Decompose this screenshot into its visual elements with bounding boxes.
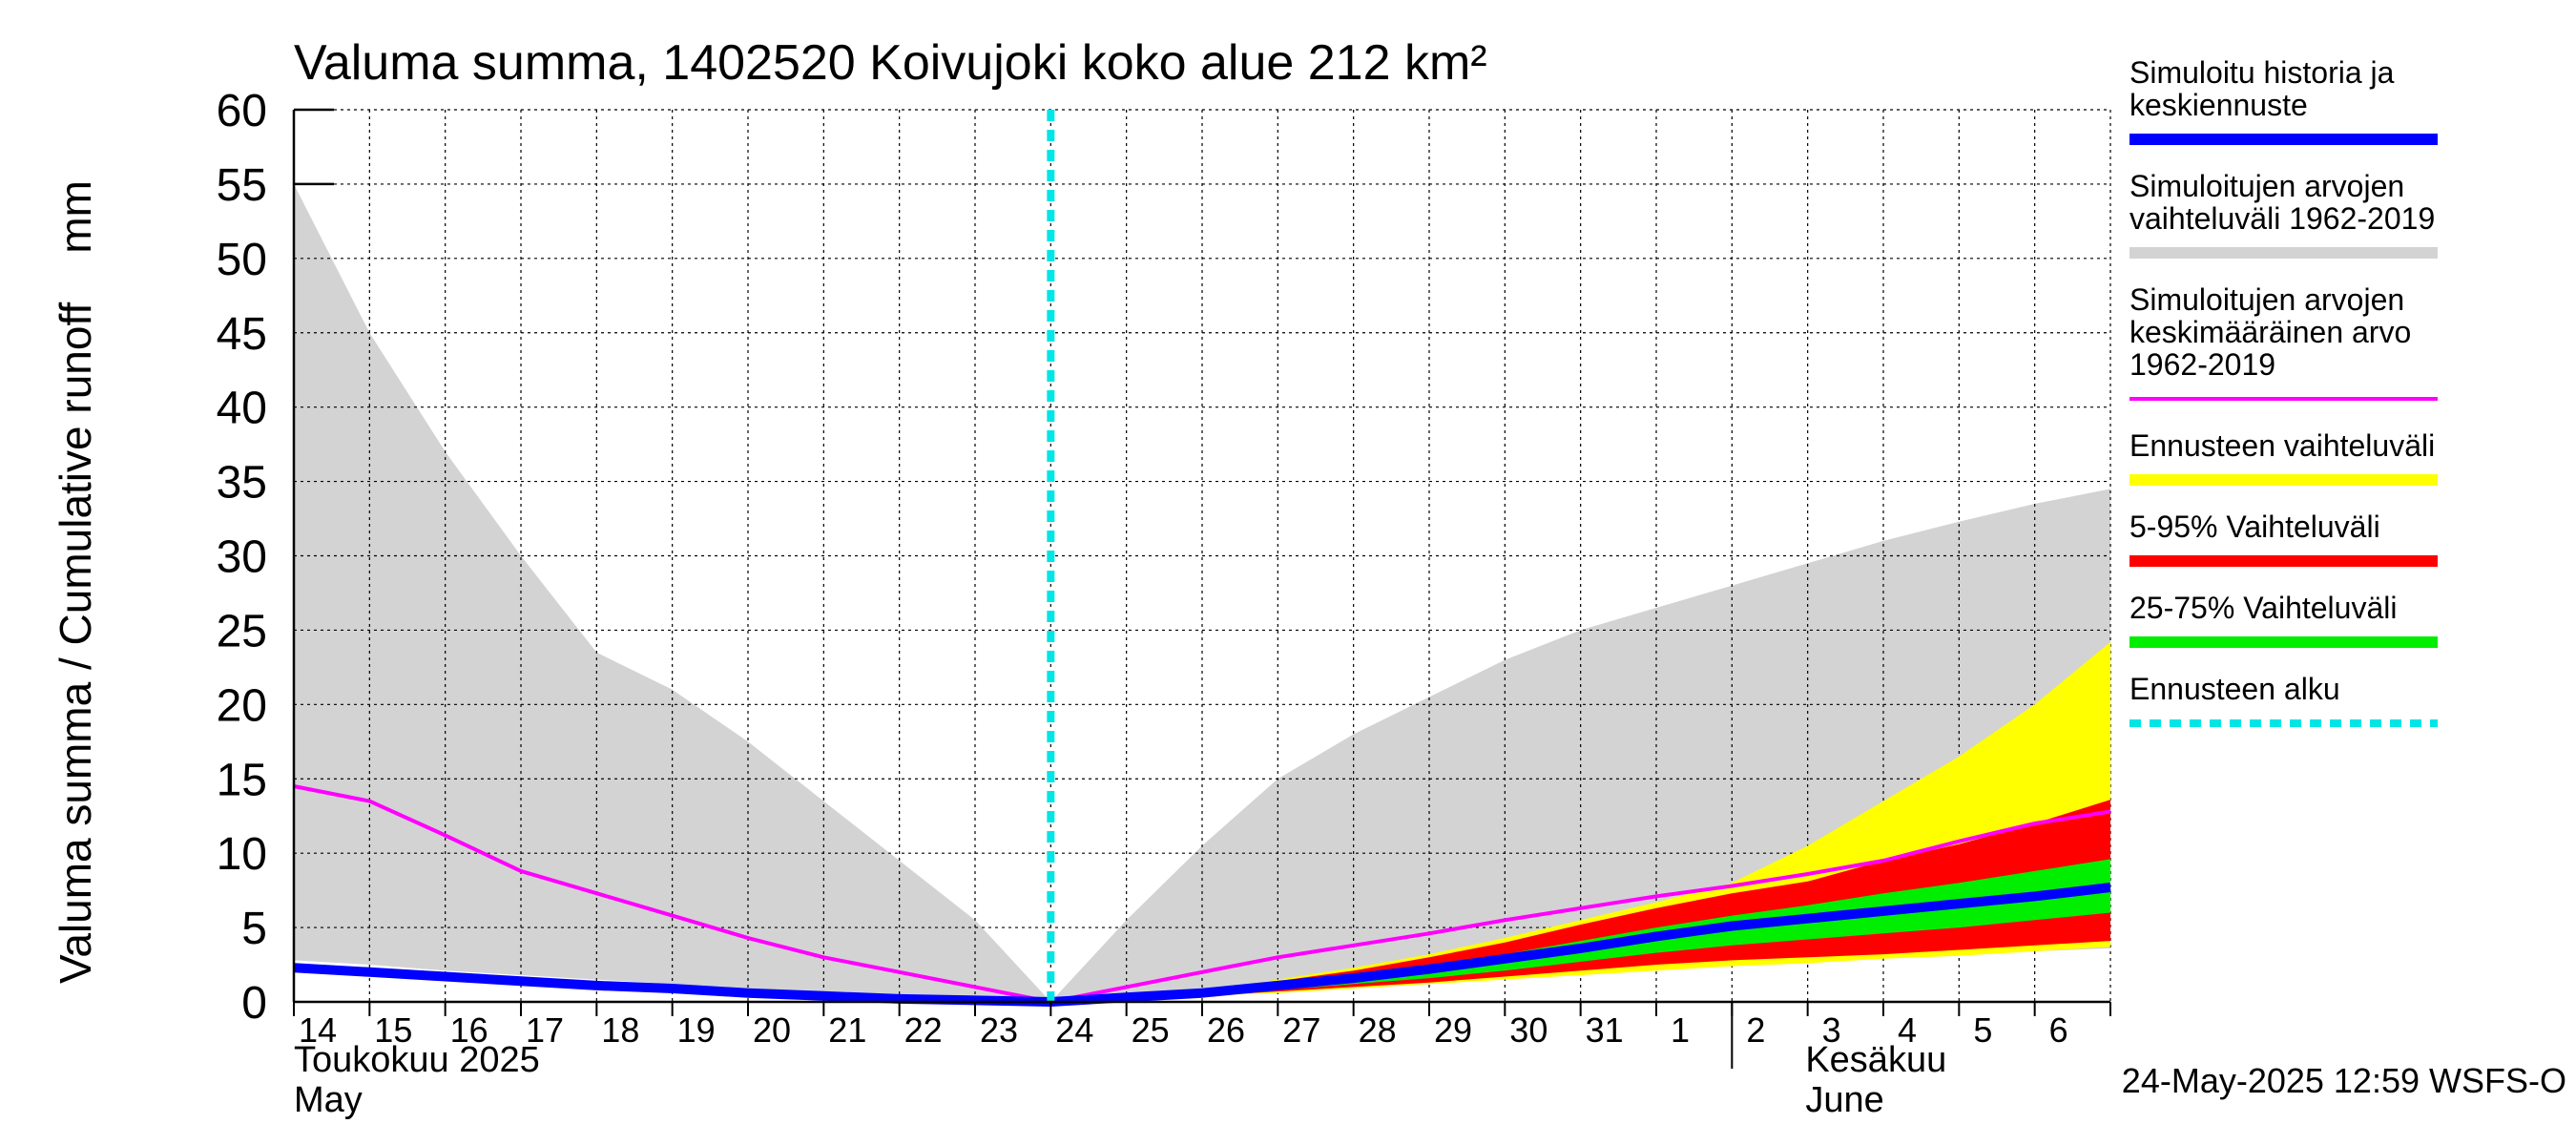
x-tick-label: 18 <box>601 1010 639 1050</box>
legend-label: 5-95% Vaihteluväli <box>2129 510 2380 544</box>
x-tick-label: 6 <box>2049 1010 2068 1050</box>
x-tick-label: 14 <box>299 1010 337 1050</box>
x-tick-label: 16 <box>450 1010 488 1050</box>
legend-item: 25-75% Vaihteluväli <box>2129 591 2438 648</box>
legend-label: Ennusteen vaihteluväli <box>2129 428 2435 463</box>
legend-item: Ennusteen alku <box>2129 672 2438 727</box>
month-label-en: May <box>294 1080 363 1120</box>
x-tick-label: 27 <box>1282 1010 1320 1050</box>
x-tick-label: 15 <box>374 1010 412 1050</box>
legend: Simuloitu historia jakeskiennusteSimuloi… <box>2129 55 2438 727</box>
legend-item: 5-95% Vaihteluväli <box>2129 510 2438 567</box>
y-axis-label: Valuma summa / Cumulative runoff mm <box>51 180 100 984</box>
x-tick-label: 1 <box>1671 1010 1690 1050</box>
x-tick-label: 29 <box>1434 1010 1472 1050</box>
x-tick-label: 28 <box>1359 1010 1397 1050</box>
y-tick-label: 20 <box>217 680 267 731</box>
x-tick-label: 23 <box>980 1010 1018 1050</box>
p5-p95-band <box>1050 800 2110 1002</box>
y-tick-label: 35 <box>217 458 267 509</box>
x-tick-label: 17 <box>526 1010 564 1050</box>
x-tick-label: 5 <box>1973 1010 1992 1050</box>
x-tick-label: 21 <box>828 1010 866 1050</box>
x-tick-label: 30 <box>1509 1010 1548 1050</box>
month-label-fi: Kesäkuu <box>1805 1040 1946 1080</box>
y-tick-label: 55 <box>217 160 267 211</box>
x-tick-label: 2 <box>1746 1010 1765 1050</box>
legend-label: Ennusteen alku <box>2129 672 2340 706</box>
x-tick-label: 19 <box>677 1010 716 1050</box>
y-tick-label: 30 <box>217 532 267 583</box>
x-tick-label: 4 <box>1898 1010 1917 1050</box>
x-tick-label: 24 <box>1055 1010 1093 1050</box>
x-tick-label: 3 <box>1822 1010 1841 1050</box>
legend-label: Simuloitujen arvojen <box>2129 169 2404 203</box>
y-tick-label: 45 <box>217 309 267 360</box>
x-tick-label: 20 <box>753 1010 791 1050</box>
y-tick-label: 25 <box>217 606 267 656</box>
legend-item: Ennusteen vaihteluväli <box>2129 428 2438 486</box>
plot-area <box>294 183 2110 1002</box>
series-layer <box>293 110 2111 1007</box>
p25-p75-band <box>1050 859 2110 1002</box>
x-tick-label: 22 <box>904 1010 943 1050</box>
legend-label: Simuloitu historia ja <box>2129 55 2395 90</box>
x-tick-label: 26 <box>1207 1010 1245 1050</box>
legend-label: Simuloitujen arvojen <box>2129 282 2404 317</box>
legend-label: vaihteluväli 1962-2019 <box>2129 201 2435 236</box>
legend-label: 1962-2019 <box>2129 347 2275 382</box>
legend-label: 25-75% Vaihteluväli <box>2129 591 2397 625</box>
y-tick-label: 60 <box>217 86 267 136</box>
month-label-en: June <box>1805 1080 1883 1120</box>
y-tick-label: 15 <box>217 755 267 805</box>
history-median-line <box>293 883 2111 1007</box>
chart-title: Valuma summa, 1402520 Koivujoki koko alu… <box>294 35 1487 91</box>
historical-mean-line <box>293 784 2111 1004</box>
y-tick-label: 50 <box>217 235 267 285</box>
legend-label: keskiennuste <box>2129 88 2308 122</box>
y-tick-label: 5 <box>241 904 267 954</box>
footer-timestamp: 24-May-2025 12:59 WSFS-O <box>2122 1061 2566 1100</box>
legend-label: keskimääräinen arvo <box>2129 315 2411 349</box>
y-tick-label: 0 <box>241 978 267 1029</box>
x-tick-label: 25 <box>1132 1010 1170 1050</box>
y-tick-label: 40 <box>217 384 267 434</box>
x-tick-label: 31 <box>1586 1010 1624 1050</box>
month-label-fi: Toukokuu 2025 <box>294 1040 540 1080</box>
historical-range-band <box>294 183 2110 1002</box>
y-tick-label: 10 <box>217 829 267 880</box>
